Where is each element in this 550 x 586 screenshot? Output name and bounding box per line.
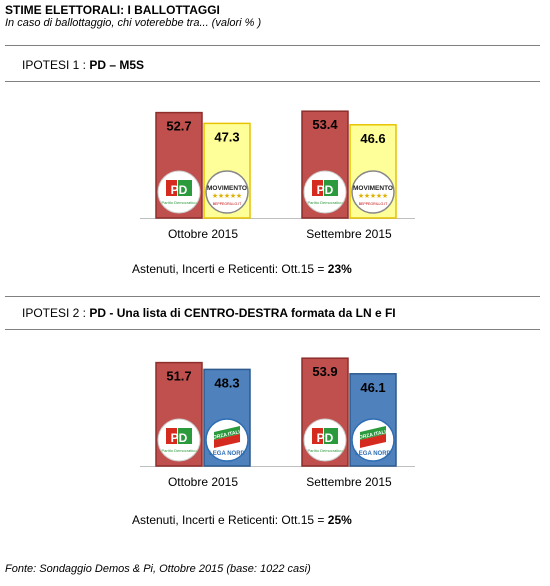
pd-logo-text: PD	[317, 183, 334, 197]
pd-logo-subtext: Partito Democratico	[307, 448, 343, 453]
abstain-value: 25%	[327, 513, 352, 527]
pd-logo-p	[312, 428, 323, 444]
pd-logo: PD Partito Democratico	[157, 418, 201, 462]
data-label: 46.6	[360, 131, 385, 146]
pd-logo-p	[166, 180, 177, 196]
pd-logo: PD Partito Democratico	[303, 418, 347, 462]
data-label: 51.7	[166, 369, 191, 384]
data-label: 48.3	[214, 375, 239, 390]
pd-logo-subtext: Partito Democratico	[161, 448, 197, 453]
lega-logo-text: LEGA NORD	[355, 451, 391, 457]
m5s-logo-text: MOVIMENTO	[207, 185, 247, 192]
chart-2-footer: Astenuti, Incerti e Reticenti: Ott.15 = …	[132, 513, 352, 527]
m5s-star-icon: ★	[370, 192, 376, 200]
chart-2: 51.7 PD Partito Democratico 48.3 FORZA ITALI…	[140, 357, 415, 489]
divider	[5, 45, 540, 46]
m5s-logo-text: MOVIMENTO	[353, 185, 393, 192]
pd-logo-p	[166, 428, 177, 444]
m5s-star-icon: ★	[212, 192, 218, 200]
x-tick-label: Ottobre 2015	[168, 475, 238, 489]
m5s-logo-subtext: BEPPEGRILLO.IT	[359, 202, 388, 206]
m5s-star-icon: ★	[236, 192, 242, 200]
pd-logo: PD Partito Democratico	[157, 170, 201, 214]
data-label: 53.4	[312, 117, 338, 132]
m5s-logo: MOVIMENTO★ ★ ★ ★ ★BEPPEGRILLO.IT	[205, 170, 249, 214]
m5s-logo-subtext: BEPPEGRILLO.IT	[213, 202, 242, 206]
pd-logo-text: PD	[317, 431, 334, 445]
fi-flag-green	[214, 426, 240, 440]
data-label: 52.7	[166, 119, 191, 134]
pd-logo-d	[324, 428, 338, 444]
divider	[5, 329, 540, 330]
m5s-star-icon: ★	[358, 192, 364, 200]
abstain-value: 23%	[327, 262, 352, 276]
pd-logo-p	[312, 180, 323, 196]
abstain-label: Astenuti, Incerti e Reticenti: Ott.15 =	[132, 262, 325, 276]
page-subtitle: In caso di ballottaggio, chi voterebbe t…	[5, 17, 262, 29]
m5s-star-icon: ★	[376, 192, 382, 200]
x-tick-label: Ottobre 2015	[168, 227, 238, 241]
hypothesis-1-text: PD – M5S	[89, 58, 145, 72]
pd-logo-subtext: Partito Democratico	[161, 200, 197, 205]
m5s-logo: MOVIMENTO★ ★ ★ ★ ★BEPPEGRILLO.IT	[351, 170, 395, 214]
hypothesis-2-text: PD - Una lista di CENTRO-DESTRA formata …	[89, 306, 396, 320]
chart-panel-2: 51.7 PD Partito Democratico 48.3 FORZA ITALI…	[0, 340, 550, 540]
abstain-label: Astenuti, Incerti e Reticenti: Ott.15 =	[132, 513, 325, 527]
data-label: 46.1	[360, 380, 385, 395]
pd-logo-d	[178, 428, 192, 444]
data-label: 53.9	[312, 364, 337, 379]
m5s-star-icon: ★	[382, 192, 388, 200]
pd-logo: PD Partito Democratico	[303, 170, 347, 214]
fi-flag-red	[360, 434, 386, 448]
pd-logo-d	[178, 180, 192, 196]
lega-logo-text: LEGA NORD	[209, 451, 245, 457]
pd-logo-text: PD	[171, 183, 188, 197]
divider	[5, 296, 540, 297]
chart-panel-1: 52.7 PD Partito Democratico 47.3 MOVIMENTO ★ ★…	[0, 92, 550, 282]
hypothesis-2-label: IPOTESI 2 :	[22, 306, 87, 320]
fi-flag-green	[360, 426, 386, 440]
m5s-star-icon: ★	[224, 192, 230, 200]
pd-logo-subtext: Partito Democratico	[307, 200, 343, 205]
fi-flag-red	[214, 434, 240, 448]
x-tick-label: Settembre 2015	[306, 227, 392, 241]
m5s-star-icon: ★	[218, 192, 224, 200]
pd-logo-d	[324, 180, 338, 196]
m5s-star-icon: ★	[364, 192, 370, 200]
chart-1-footer: Astenuti, Incerti e Reticenti: Ott.15 = …	[132, 262, 352, 276]
pd-logo-text: PD	[171, 431, 188, 445]
x-tick-label: Settembre 2015	[306, 475, 392, 489]
divider	[5, 81, 540, 82]
m5s-star-icon: ★	[230, 192, 236, 200]
hypothesis-1-title: IPOTESI 1 : PD – M5S	[22, 58, 144, 72]
hypothesis-2-title: IPOTESI 2 : PD - Una lista di CENTRO-DES…	[22, 306, 396, 320]
source-note: Fonte: Sondaggio Demos & Pi, Ottobre 201…	[5, 563, 311, 575]
m5s-logo-circle	[351, 170, 395, 214]
hypothesis-1-label: IPOTESI 1 :	[22, 58, 87, 72]
data-label: 47.3	[214, 129, 239, 144]
page-title: STIME ELETTORALI: I BALLOTTAGGI	[5, 3, 220, 17]
m5s-logo-circle	[205, 170, 249, 214]
